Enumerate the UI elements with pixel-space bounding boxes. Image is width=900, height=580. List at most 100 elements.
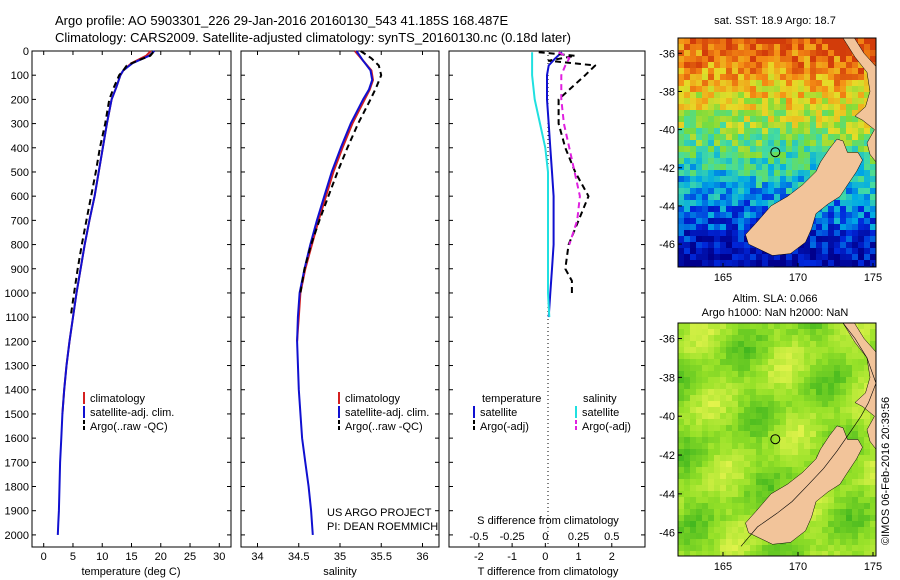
map-cell [840, 497, 846, 503]
map-cell [726, 80, 732, 86]
map-cell [834, 407, 840, 413]
map-cell [738, 377, 744, 383]
temperature-tick-label: 30 [213, 551, 225, 563]
map-cell [708, 242, 714, 248]
map-cell [750, 62, 756, 68]
legend-label-t-satellite: satellite [480, 407, 517, 419]
map-cell [858, 38, 864, 44]
map-cell [816, 503, 822, 509]
map-cell [810, 38, 816, 44]
map-cell [756, 395, 762, 401]
map-cell [786, 74, 792, 80]
map-cell [768, 359, 774, 365]
map-cell [708, 539, 714, 545]
map-cell [768, 158, 774, 164]
map-cell [780, 365, 786, 371]
map-cell [774, 323, 780, 329]
map-cell [750, 359, 756, 365]
map-cell [738, 407, 744, 413]
map-cell [828, 545, 834, 551]
map-cell [738, 236, 744, 242]
map-cell [810, 431, 816, 437]
map-cell [870, 248, 876, 254]
map-cell [864, 260, 870, 266]
map-cell [684, 539, 690, 545]
map-cell [696, 170, 702, 176]
map-cell [834, 497, 840, 503]
map-cell [756, 401, 762, 407]
map-cell [690, 38, 696, 44]
map-cell [708, 218, 714, 224]
map-cell [708, 80, 714, 86]
map-cell [786, 164, 792, 170]
map-cell [846, 515, 852, 521]
map-cell [714, 383, 720, 389]
map-cell [822, 122, 828, 128]
map-cell [816, 353, 822, 359]
map-cell [864, 176, 870, 182]
map-cell [762, 383, 768, 389]
map-cell [804, 551, 810, 556]
map-cell [702, 533, 708, 539]
map-cell [804, 353, 810, 359]
map-cell [852, 521, 858, 527]
map-cell [852, 545, 858, 551]
map-cell [786, 188, 792, 194]
map-cell [786, 116, 792, 122]
map-cell [870, 335, 876, 341]
map-cell [840, 248, 846, 254]
map-cell [828, 212, 834, 218]
map-cell [750, 80, 756, 86]
map-cell [762, 419, 768, 425]
depth-tick-label: 1200 [5, 336, 29, 348]
map-cell [810, 335, 816, 341]
map-cell [756, 200, 762, 206]
map-cell [720, 104, 726, 110]
map-cell [750, 551, 756, 556]
map-cell [732, 170, 738, 176]
map-cell [732, 353, 738, 359]
map-cell [834, 509, 840, 515]
map-cell [714, 260, 720, 266]
map-cell [738, 539, 744, 545]
map-cell [774, 413, 780, 419]
map-cell [792, 449, 798, 455]
map-cell [780, 395, 786, 401]
map-cell [696, 236, 702, 242]
map-cell [792, 341, 798, 347]
map-cell [756, 56, 762, 62]
map-cell [810, 122, 816, 128]
map-cell [780, 50, 786, 56]
map-cell [684, 437, 690, 443]
map-cell [846, 182, 852, 188]
map-cell [840, 323, 846, 329]
map-cell [756, 467, 762, 473]
map-cell [756, 164, 762, 170]
map-cell [714, 230, 720, 236]
map-cell [852, 347, 858, 353]
map-cell [810, 443, 816, 449]
map-cell [792, 431, 798, 437]
map-cell [840, 194, 846, 200]
map-cell [852, 485, 858, 491]
map-cell [816, 515, 822, 521]
map-cell [708, 473, 714, 479]
map-cell [720, 50, 726, 56]
map-cell [738, 182, 744, 188]
map-cell [696, 473, 702, 479]
map-cell [846, 347, 852, 353]
map-cell [762, 116, 768, 122]
map-cell [726, 503, 732, 509]
map-cell [702, 353, 708, 359]
map-cell [702, 134, 708, 140]
map-cell [816, 68, 822, 74]
map-cell [702, 224, 708, 230]
map-cell [690, 347, 696, 353]
map-cell [756, 74, 762, 80]
map-cell [744, 110, 750, 116]
map-cell [828, 260, 834, 266]
map-cell [702, 515, 708, 521]
map-cell [690, 359, 696, 365]
map-cell [816, 539, 822, 545]
map-cell [846, 194, 852, 200]
